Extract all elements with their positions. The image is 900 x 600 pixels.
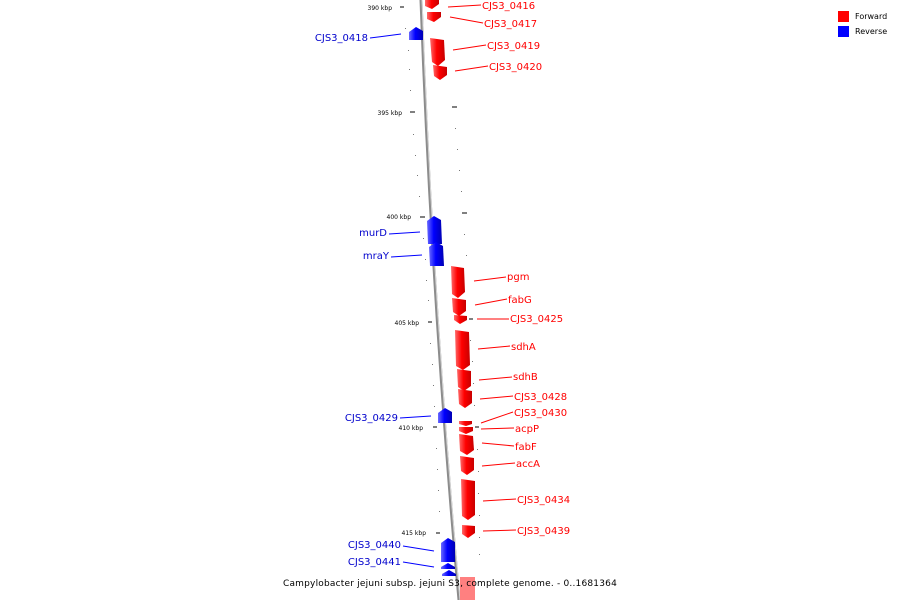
gene-label: CJS3_0430	[514, 408, 567, 419]
gene-fabG[interactable]	[452, 298, 466, 316]
gene-label: sdhB	[513, 372, 538, 383]
gene-CJS3_0434[interactable]	[461, 479, 475, 520]
tick-label: 390 kbp	[368, 5, 393, 12]
gene-CJS3_0441[interactable]	[441, 563, 455, 569]
gene-next-forward[interactable]	[460, 577, 475, 600]
gene-label: CJS3_0429	[345, 413, 398, 424]
legend-forward-label: Forward	[855, 12, 888, 21]
gene-CJS3_0417[interactable]	[427, 12, 441, 22]
gene-CJS3_0430[interactable]	[459, 421, 472, 426]
gene-pgm[interactable]	[451, 266, 465, 298]
legend-reverse[interactable]: Reverse	[838, 24, 887, 39]
genome-backbone	[419, 0, 461, 600]
reverse-genes	[409, 27, 456, 576]
legend-reverse-label: Reverse	[855, 27, 888, 36]
tick-label: 400 kbp	[387, 214, 412, 221]
gene-accA[interactable]	[460, 456, 474, 475]
gene-label: accA	[516, 459, 540, 470]
gene-label: pgm	[507, 272, 529, 283]
gene-fabF[interactable]	[459, 434, 474, 455]
gene-label: CJS3_0439	[517, 526, 570, 537]
gene-mraY[interactable]	[429, 242, 444, 266]
minor-ticks-right	[455, 128, 480, 555]
tick-label: 415 kbp	[402, 530, 427, 537]
tick-marks-left	[400, 6, 440, 534]
legend-forward[interactable]: Forward	[838, 9, 887, 24]
gene-next-reverse[interactable]	[442, 570, 456, 576]
map-caption: Campylobacter jejuni subsp. jejuni S3, c…	[282, 579, 618, 589]
reverse-swatch	[838, 26, 849, 37]
gene-CJS3_0440[interactable]	[441, 538, 455, 562]
gene-label: mraY	[363, 251, 390, 262]
gene-CJS3_0425[interactable]	[454, 315, 467, 324]
gene-label: CJS3_0416	[482, 1, 535, 12]
forward-label-leaders	[447, 4, 517, 532]
gene-label: murD	[359, 228, 387, 239]
forward-genes	[425, 0, 475, 600]
gene-CJS3_0420[interactable]	[433, 65, 447, 80]
gene-label: CJS3_0420	[489, 62, 542, 73]
gene-label: sdhA	[511, 342, 536, 353]
gene-CJS3_0439[interactable]	[462, 525, 475, 538]
gene-label: CJS3_0441	[348, 557, 401, 568]
tick-label: 410 kbp	[399, 425, 424, 432]
gene-label: fabF	[515, 442, 537, 453]
gene-label: CJS3_0417	[484, 19, 537, 30]
gene-label: acpP	[515, 424, 539, 435]
tick-label: 395 kbp	[378, 110, 403, 117]
gene-label: CJS3_0428	[514, 392, 567, 403]
gene-CJS3_0419[interactable]	[430, 38, 445, 66]
minor-ticks-left	[405, 28, 440, 512]
gene-CJS3_0428[interactable]	[458, 389, 472, 408]
gene-label: CJS3_0418	[315, 33, 368, 44]
legend: Forward Reverse	[838, 9, 887, 39]
gene-label: CJS3_0434	[517, 495, 570, 506]
gene-acpP[interactable]	[459, 427, 473, 434]
tick-marks-right	[452, 106, 479, 428]
forward-labels: CJS3_0416 CJS3_0417 CJS3_0419 CJS3_0420 …	[482, 1, 570, 537]
forward-swatch	[838, 11, 849, 22]
gene-murD[interactable]	[427, 216, 442, 244]
gene-sdhA[interactable]	[455, 330, 470, 370]
gene-CJS3_0429[interactable]	[438, 408, 452, 423]
tick-label: 405 kbp	[395, 320, 420, 327]
reverse-label-leaders	[369, 33, 435, 568]
gene-label: CJS3_0425	[510, 314, 563, 325]
gene-label: CJS3_0419	[487, 41, 540, 52]
reverse-labels: CJS3_0418 murD mraY CJS3_0429 CJS3_0440 …	[315, 33, 401, 568]
gene-label: fabG	[508, 295, 532, 306]
gene-CJS3_0416[interactable]	[425, 0, 439, 9]
gene-sdhB[interactable]	[457, 369, 471, 391]
gene-label: CJS3_0440	[348, 540, 401, 551]
gene-CJS3_0418[interactable]	[409, 27, 423, 40]
